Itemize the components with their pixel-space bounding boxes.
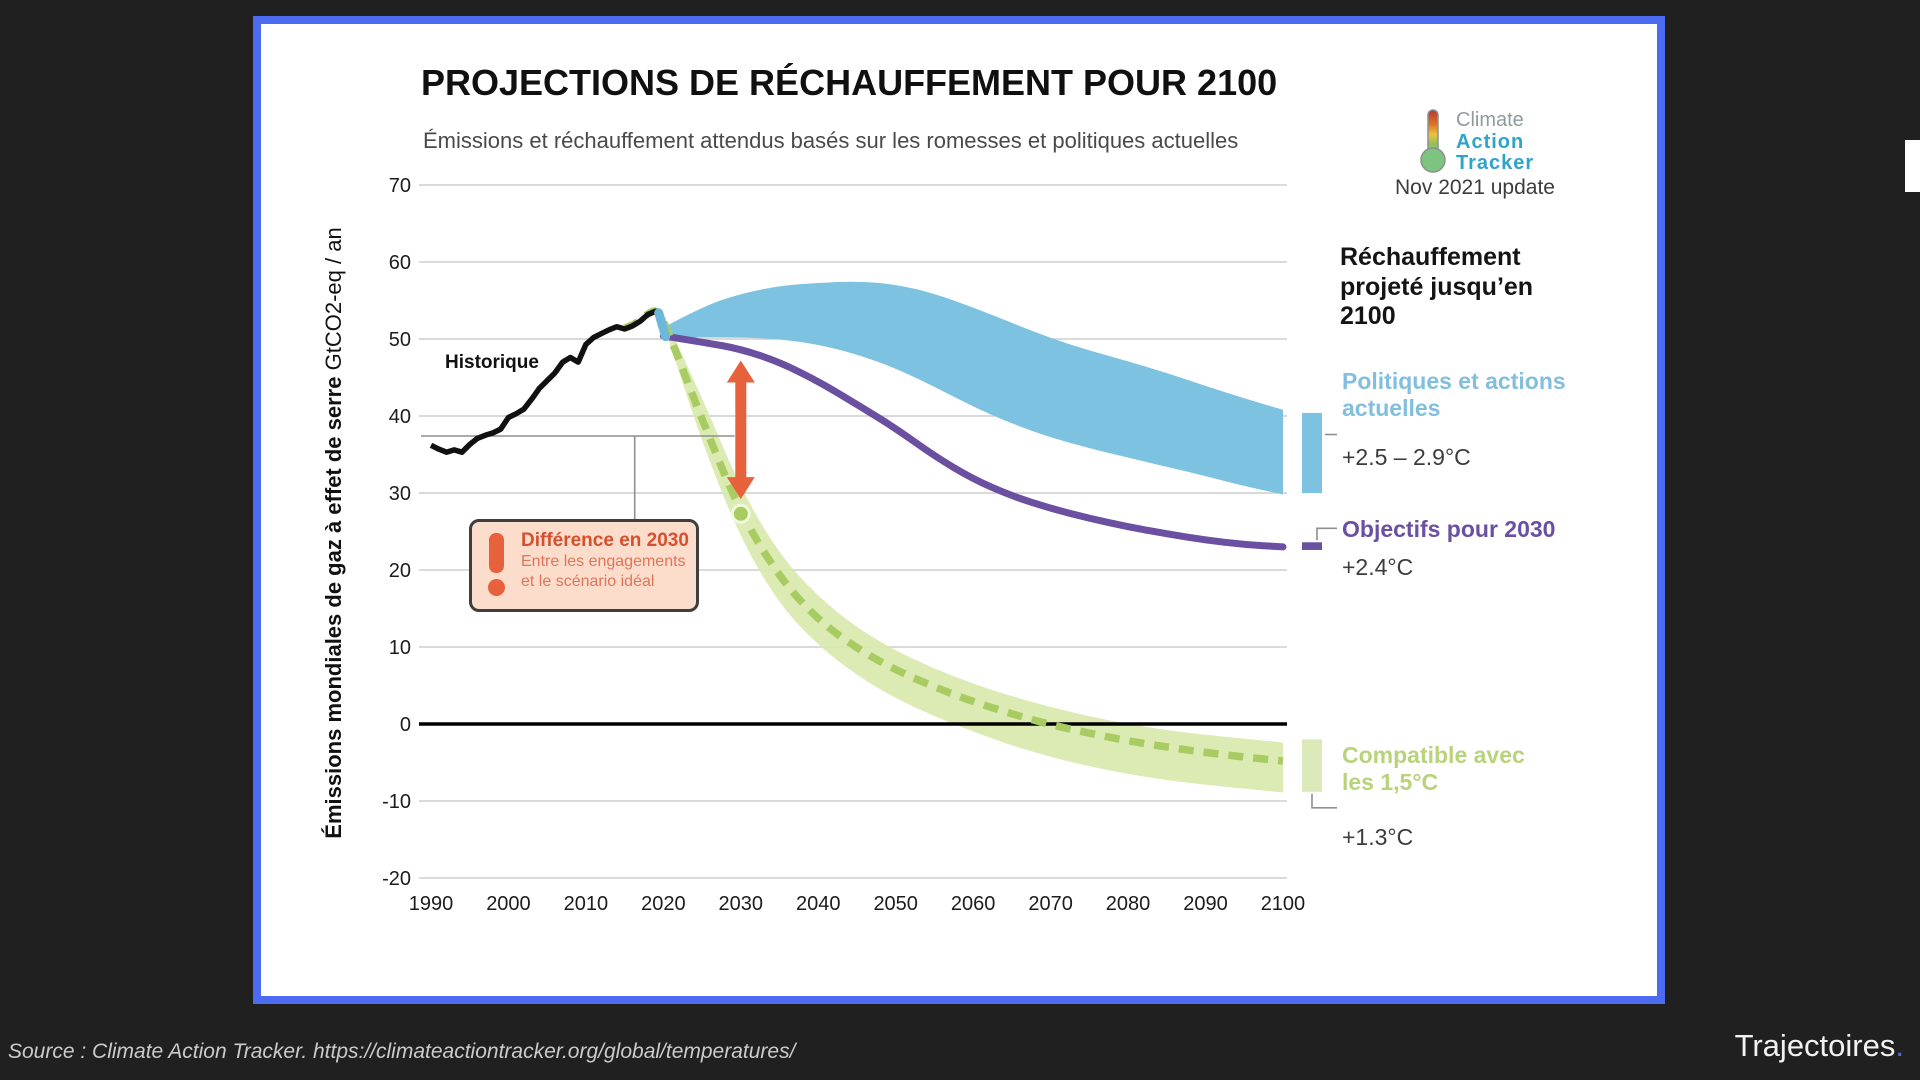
compatible-15c-band [663,314,1283,793]
legend-connector-green [1311,793,1337,809]
brand-text: Trajectoires [1734,1028,1896,1063]
x-tick-label: 2080 [1106,893,1151,915]
warning-exclamation-icon [489,533,504,573]
chart-area: 70 60 50 40 30 20 10 0 -10 -20 1990 2000 2010 2020 203… [379,164,1499,944]
chart-card: PROJECTIONS DE RÉCHAUFFEMENT POUR 2100 É… [253,16,1665,1004]
chart-title: PROJECTIONS DE RÉCHAUFFEMENT POUR 2100 [421,62,1278,103]
x-tick-label: 2020 [641,893,686,915]
gap-annotation-box: Différence en 2030 Entre les engagements… [469,519,699,612]
y-axis-label: Émissions mondiales de gaz à effet de se… [321,183,351,883]
annotation-title: Différence en 2030 [521,530,689,551]
logo-tracker: Tracker [1456,152,1535,175]
legend-heading: Réchauffement projeté jusqu’en 2100 [1340,243,1534,330]
historical-label: Historique [445,352,539,373]
y-tick-label: 20 [389,560,411,582]
y-tick-label: 70 [389,175,411,197]
targets-2030-line [659,332,1287,551]
swatch-15c [1302,739,1322,792]
legend-15c-temp: +1.3°C [1342,824,1414,850]
y-tick-label: 60 [389,252,411,274]
update-date: Nov 2021 update [1395,176,1555,199]
gap-arrow [726,360,755,500]
legend-current-policies-temp: +2.5 – 2.9°C [1342,444,1471,470]
y-tick-label: -10 [382,791,411,813]
warning-exclamation-dot-icon [488,579,505,596]
annotation-line2: et le scénario idéal [521,573,655,590]
x-tick-label: 2000 [486,893,531,915]
screen-edge-artifact [1905,140,1920,192]
cat-logo: Climate Action Tracker [1419,108,1534,175]
callout-connector-line [421,435,735,519]
legend-2030-targets-label: Objectifs pour 2030 [1342,516,1556,542]
brand-dot: . [1895,1028,1904,1063]
thermometer-icon [1420,109,1446,173]
x-tick-label: 2030 [719,893,764,915]
x-tick-label: 2090 [1183,893,1228,915]
gap-dot [730,503,751,524]
y-axis-label-unit: GtCO2-eq / an [321,227,346,371]
legend-2030-targets-temp: +2.4°C [1342,554,1414,580]
source-text: Source : Climate Action Tracker. https:/… [8,1040,796,1063]
x-tick-label: 2040 [796,893,841,915]
annotation-line1: Entre les engagements [521,553,686,570]
y-tick-label: 0 [400,714,411,736]
logo-climate: Climate [1456,109,1524,131]
x-tick-label: 1990 [409,893,454,915]
band-start-notch [654,308,671,342]
legend-connector-purple [1316,527,1337,541]
x-tick-label: 2070 [1028,893,1073,915]
swatch-2030-targets [1302,542,1322,550]
x-tick-label: 2050 [873,893,918,915]
y-tick-label: 30 [389,483,411,505]
current-policies-band [663,281,1283,495]
x-tick-label: 2010 [564,893,609,915]
y-axis-label-bold: Émissions mondiales de gaz à effet de se… [321,370,346,839]
swatch-current-policies [1302,412,1322,493]
x-tick-label: 2100 [1261,893,1306,915]
chart-subtitle: Émissions et réchauffement attendus basé… [423,128,1239,153]
y-tick-label: 50 [389,329,411,351]
y-tick-label: -20 [382,868,411,890]
legend-15c-label: Compatible avec les 1,5°C [1342,742,1525,796]
brand-logo: Trajectoires. [1735,1028,1904,1064]
y-tick-label: 10 [389,637,411,659]
y-tick-label: 40 [389,406,411,428]
x-tick-label: 2060 [951,893,996,915]
logo-action: Action [1456,130,1525,153]
historical-line [429,308,666,455]
legend-current-policies-label: Politiques et actions actuelles [1342,368,1566,422]
